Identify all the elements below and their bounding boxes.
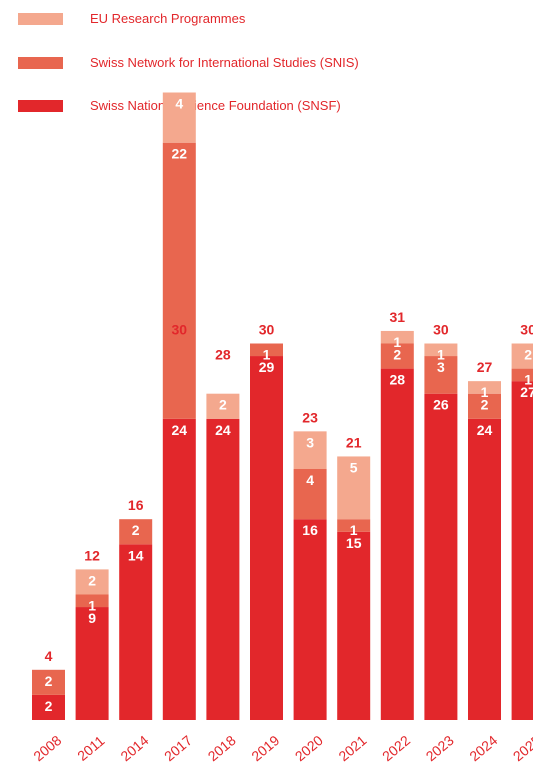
segment-label-snis-2020: 4	[306, 472, 314, 488]
bar-segment-snsf-2024	[468, 418, 501, 720]
bar-segment-snsf-2023	[424, 393, 458, 720]
x-tick-label-2024: 2024	[466, 732, 500, 764]
segment-label-eu-2024: 1	[481, 384, 489, 400]
legend-swatch-snis	[18, 57, 63, 69]
x-tick-label-2023: 2023	[423, 732, 457, 764]
segment-label-eu-2011: 2	[88, 572, 96, 588]
total-label-2008: 4	[45, 648, 53, 664]
total-label-2024: 27	[477, 359, 493, 375]
bar-segment-snis-2019	[250, 343, 283, 357]
segment-label-eu-2021: 5	[350, 459, 358, 475]
segment-label-snis-2021: 1	[350, 522, 358, 538]
bar-segment-eu-2025	[511, 343, 533, 369]
segment-label-snis-2014: 2	[132, 522, 140, 538]
segment-label-eu-2017: 4	[175, 96, 183, 112]
segment-label-snsf-2018: 24	[215, 422, 231, 438]
bar-segment-snsf-2025	[511, 381, 533, 720]
segment-label-snsf-2022: 28	[390, 372, 406, 388]
segment-label-snis-2025: 1	[524, 372, 532, 388]
bar-segment-snis-2008	[32, 669, 65, 695]
legend-label-eu: EU Research Programmes	[90, 11, 246, 26]
legend-label-snsf: Swiss National Science Foundation (SNSF)	[90, 98, 341, 113]
segment-label-snsf-2023: 26	[433, 397, 449, 413]
segment-label-snsf-2024: 24	[477, 422, 493, 438]
segment-label-snsf-2020: 16	[302, 522, 318, 538]
x-tick-label-2018: 2018	[205, 732, 239, 764]
total-label-2019: 30	[259, 322, 275, 338]
segment-label-eu-2025: 2	[524, 347, 532, 363]
legend: EU Research Programmes Swiss Network for…	[0, 0, 533, 130]
bar-segment-snsf-2021	[337, 531, 371, 720]
total-label-2014: 16	[128, 497, 144, 513]
total-label-2023: 30	[433, 322, 449, 338]
segment-label-snsf-2011: 9	[88, 610, 96, 626]
bar-segment-eu-2022	[380, 330, 414, 344]
segment-label-snis-2017: 22	[172, 146, 188, 162]
x-tick-label-2008: 2008	[30, 732, 64, 764]
legend-swatch-snsf	[18, 100, 63, 112]
x-tick-label-2014: 2014	[117, 732, 151, 764]
bar-segment-snis-2011	[75, 594, 109, 608]
bar-segment-snis-2022	[380, 343, 414, 369]
segment-label-snsf-2025: 27	[520, 384, 533, 400]
bar-segment-snis-2021	[337, 519, 371, 532]
segment-label-snsf-2019: 29	[259, 359, 275, 375]
x-tick-label-2021: 2021	[335, 732, 369, 764]
total-label-2011: 12	[84, 547, 100, 563]
bar-segment-eu-2020	[293, 431, 327, 469]
bar-segment-snis-2024	[468, 393, 501, 419]
bar-segment-snsf-2014	[119, 544, 153, 720]
total-label-2025: 30	[520, 322, 533, 338]
segment-label-snsf-2017: 24	[172, 422, 188, 438]
total-label-2021: 21	[346, 434, 362, 450]
bar-segment-snis-2023	[424, 356, 458, 394]
segment-label-eu-2020: 3	[306, 434, 314, 450]
segment-label-snsf-2021: 15	[346, 535, 362, 551]
x-tick-label-2011: 2011	[74, 732, 108, 764]
bar-segment-snis-2014	[119, 519, 153, 545]
bar-segment-eu-2024	[468, 381, 501, 394]
total-label-2018: 28	[215, 347, 231, 363]
segment-label-snsf-2008: 2	[45, 698, 53, 714]
segment-label-eu-2022: 1	[393, 334, 401, 350]
segment-label-eu-2023: 1	[437, 347, 445, 363]
bar-segment-snsf-2017	[162, 418, 196, 720]
total-label-2022: 31	[390, 309, 406, 325]
x-tick-label-2020: 2020	[292, 732, 326, 764]
bar-segment-eu-2023	[424, 343, 458, 357]
segment-label-snsf-2014: 14	[128, 547, 144, 563]
segment-label-snis-2019: 1	[263, 347, 271, 363]
segment-label-snis-2008: 2	[45, 673, 53, 689]
bar-segment-snsf-2008	[32, 694, 65, 720]
bar-segment-snis-2025	[511, 368, 533, 382]
bar-segment-snsf-2022	[380, 368, 414, 720]
bar-segment-eu-2021	[337, 456, 371, 520]
bar-segment-eu-2018	[206, 393, 240, 419]
bar-segment-eu-2017	[162, 92, 196, 143]
bar-segment-snsf-2019	[250, 356, 283, 720]
bar-segment-snis-2017	[162, 142, 196, 419]
segment-label-snis-2023: 3	[437, 359, 445, 375]
legend-label-snis: Swiss Network for International Studies …	[90, 55, 359, 70]
bar-segment-snsf-2020	[293, 519, 327, 720]
bar-segment-eu-2011	[75, 569, 109, 595]
bar-segment-snis-2020	[293, 469, 327, 520]
x-tick-labels: 2008 2011 2014 2017 2018 2019 2020 2021 2022 2023…	[30, 732, 533, 764]
x-tick-label-2017: 2017	[161, 732, 195, 764]
segment-label-snis-2011: 1	[88, 598, 96, 614]
total-label-2020: 23	[302, 409, 318, 425]
bar-segment-snsf-2011	[75, 607, 109, 720]
legend-swatch-eu	[18, 13, 63, 25]
x-tick-label-2019: 2019	[248, 732, 282, 764]
bar-segment-snsf-2018	[206, 418, 240, 720]
segment-label-eu-2018: 2	[219, 397, 227, 413]
segment-label-snis-2024: 2	[481, 397, 489, 413]
total-label-2017: 30	[172, 322, 188, 338]
x-tick-label-2025: 2025	[510, 732, 533, 764]
x-tick-label-2022: 2022	[379, 732, 413, 764]
segment-label-snis-2022: 2	[393, 347, 401, 363]
